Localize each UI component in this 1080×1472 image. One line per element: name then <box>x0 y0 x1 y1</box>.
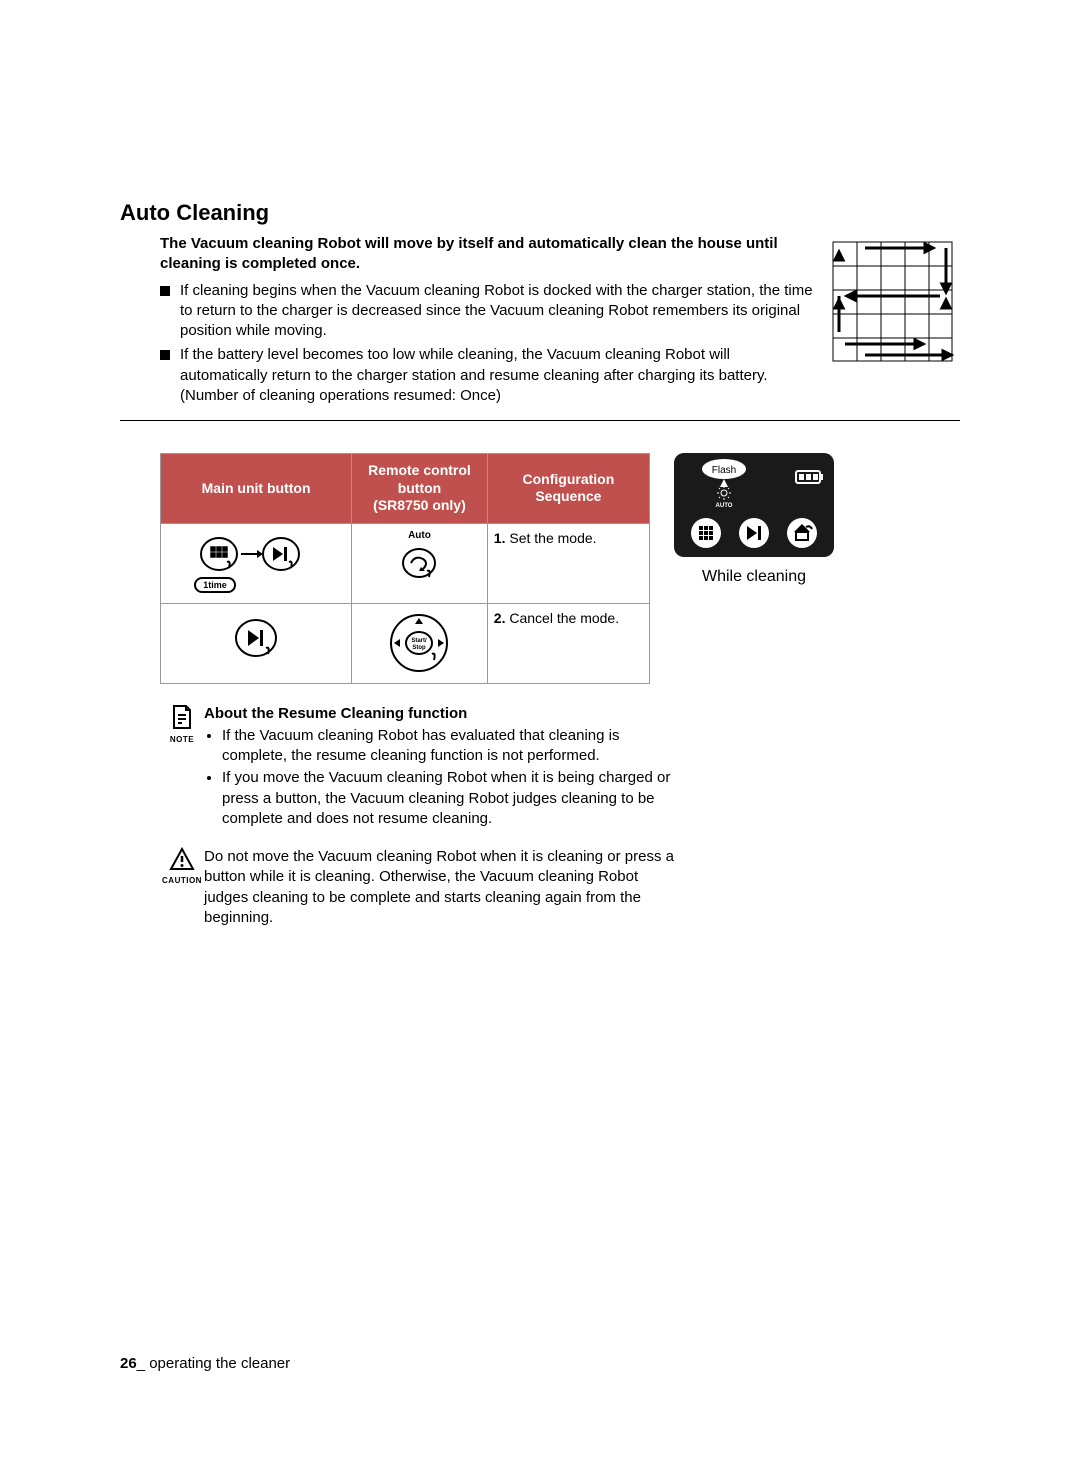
square-bullet-icon <box>160 286 170 296</box>
table-row: 1time Auto 1. S <box>161 523 650 603</box>
main-unit-buttons-icon: 1time <box>181 530 331 596</box>
seq-num: 2. <box>494 610 506 626</box>
cell-main-unit <box>161 603 352 683</box>
note-title: About the Resume Cleaning function <box>204 704 680 724</box>
onetime-label: 1time <box>203 580 227 590</box>
footer-label: operating the cleaner <box>149 1355 290 1372</box>
page-footer: 26_ operating the cleaner <box>120 1355 290 1372</box>
svg-text:Start/: Start/ <box>412 638 428 644</box>
seq-text: Cancel the mode. <box>509 610 619 626</box>
note-block: NOTE About the Resume Cleaning function … <box>160 704 680 832</box>
note-icon-col: NOTE <box>160 704 204 832</box>
caution-block: CAUTION Do not move the Vacuum cleaning … <box>160 847 680 928</box>
remote-dpad-icon: Start/ Stop <box>374 610 464 676</box>
th-remote: Remote control button (SR8750 only) <box>352 454 488 524</box>
caution-label: CAUTION <box>160 876 204 885</box>
intro-bullet: If cleaning begins when the Vacuum clean… <box>160 281 815 342</box>
th-line: Configuration <box>523 471 615 487</box>
seq-num: 1. <box>494 530 506 546</box>
table-row: Start/ Stop 2. Cancel the mode. <box>161 603 650 683</box>
cell-remote: Start/ Stop <box>352 603 488 683</box>
seq-text: Set the mode. <box>509 530 596 546</box>
main-unit-play-icon <box>221 610 291 670</box>
section-title: Auto Cleaning <box>120 200 960 226</box>
caution-text: Do not move the Vacuum cleaning Robot wh… <box>204 847 680 928</box>
mode-table: Main unit button Remote control button (… <box>160 453 650 684</box>
bullet-text: If the battery level becomes too low whi… <box>180 345 815 406</box>
note-item: If the Vacuum cleaning Robot has evaluat… <box>222 726 680 767</box>
note-item: If you move the Vacuum cleaning Robot wh… <box>222 768 680 829</box>
cell-seq: 1. Set the mode. <box>487 523 649 603</box>
mode-table-row: Main unit button Remote control button (… <box>160 453 960 684</box>
intro-bold: The Vacuum cleaning Robot will move by i… <box>160 234 815 275</box>
robot-display-icon: Flash AUTO <box>674 453 834 557</box>
remote-auto-icon <box>389 541 449 589</box>
square-bullet-icon <box>160 350 170 360</box>
panel-caption: While cleaning <box>674 568 834 586</box>
note-body: About the Resume Cleaning function If th… <box>204 704 680 832</box>
th-line: (SR8750 only) <box>373 497 466 513</box>
page-number: 26 <box>120 1355 137 1372</box>
th-line: Sequence <box>535 488 601 504</box>
th-main-unit: Main unit button <box>161 454 352 524</box>
flash-label: Flash <box>712 465 736 476</box>
th-config: Configuration Sequence <box>487 454 649 524</box>
cell-remote: Auto <box>352 523 488 603</box>
th-line: Remote control <box>368 462 471 478</box>
display-panel-block: Flash AUTO <box>674 453 834 684</box>
caution-icon-col: CAUTION <box>160 847 204 928</box>
cell-main-unit: 1time <box>161 523 352 603</box>
cell-seq: 2. Cancel the mode. <box>487 603 649 683</box>
intro-bullet: If the battery level becomes too low whi… <box>160 345 815 406</box>
footer-sep: _ <box>137 1355 150 1372</box>
caution-body: Do not move the Vacuum cleaning Robot wh… <box>204 847 680 928</box>
intro-block: The Vacuum cleaning Robot will move by i… <box>120 234 960 421</box>
remote-auto-label: Auto <box>358 530 481 541</box>
bullet-text: If cleaning begins when the Vacuum clean… <box>180 281 815 342</box>
svg-text:Stop: Stop <box>413 645 427 651</box>
caution-triangle-icon <box>169 847 195 871</box>
cleaning-path-diagram <box>825 234 960 369</box>
note-page-icon <box>170 704 194 730</box>
auto-label: AUTO <box>716 503 733 509</box>
note-label: NOTE <box>160 735 204 744</box>
intro-text: The Vacuum cleaning Robot will move by i… <box>120 234 825 410</box>
th-line: button <box>398 480 442 496</box>
